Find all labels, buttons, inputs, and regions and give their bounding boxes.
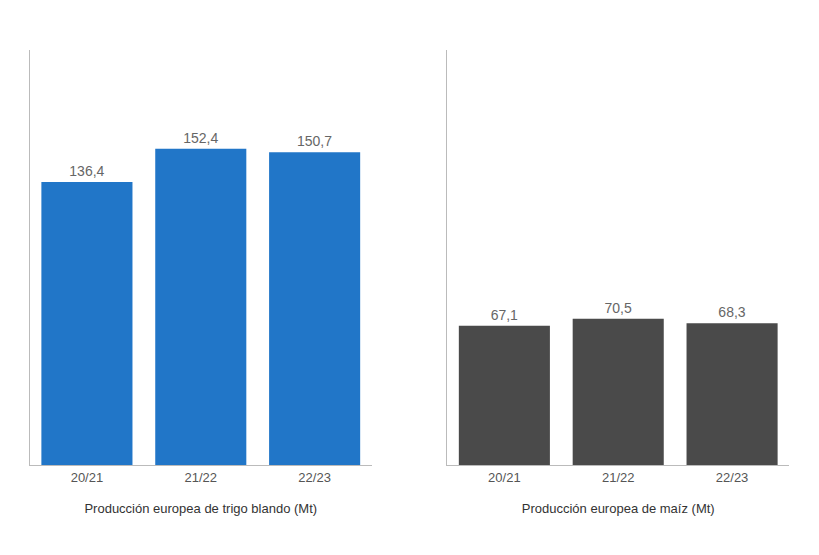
- svg-text:21/22: 21/22: [602, 470, 635, 485]
- svg-text:152,4: 152,4: [183, 130, 218, 146]
- svg-text:20/21: 20/21: [488, 470, 521, 485]
- svg-text:22/23: 22/23: [298, 470, 331, 485]
- svg-text:21/22: 21/22: [185, 470, 218, 485]
- svg-text:136,4: 136,4: [69, 163, 104, 179]
- svg-text:Producción europea de trigo bl: Producción europea de trigo blando (Mt): [84, 501, 317, 516]
- svg-text:22/23: 22/23: [716, 470, 749, 485]
- svg-text:Producción europea de maíz (Mt: Producción europea de maíz (Mt): [522, 501, 715, 516]
- svg-text:70,5: 70,5: [604, 300, 631, 316]
- svg-text:68,3: 68,3: [718, 304, 745, 320]
- svg-text:150,7: 150,7: [297, 133, 332, 149]
- svg-text:20/21: 20/21: [71, 470, 104, 485]
- svg-text:67,1: 67,1: [491, 307, 518, 323]
